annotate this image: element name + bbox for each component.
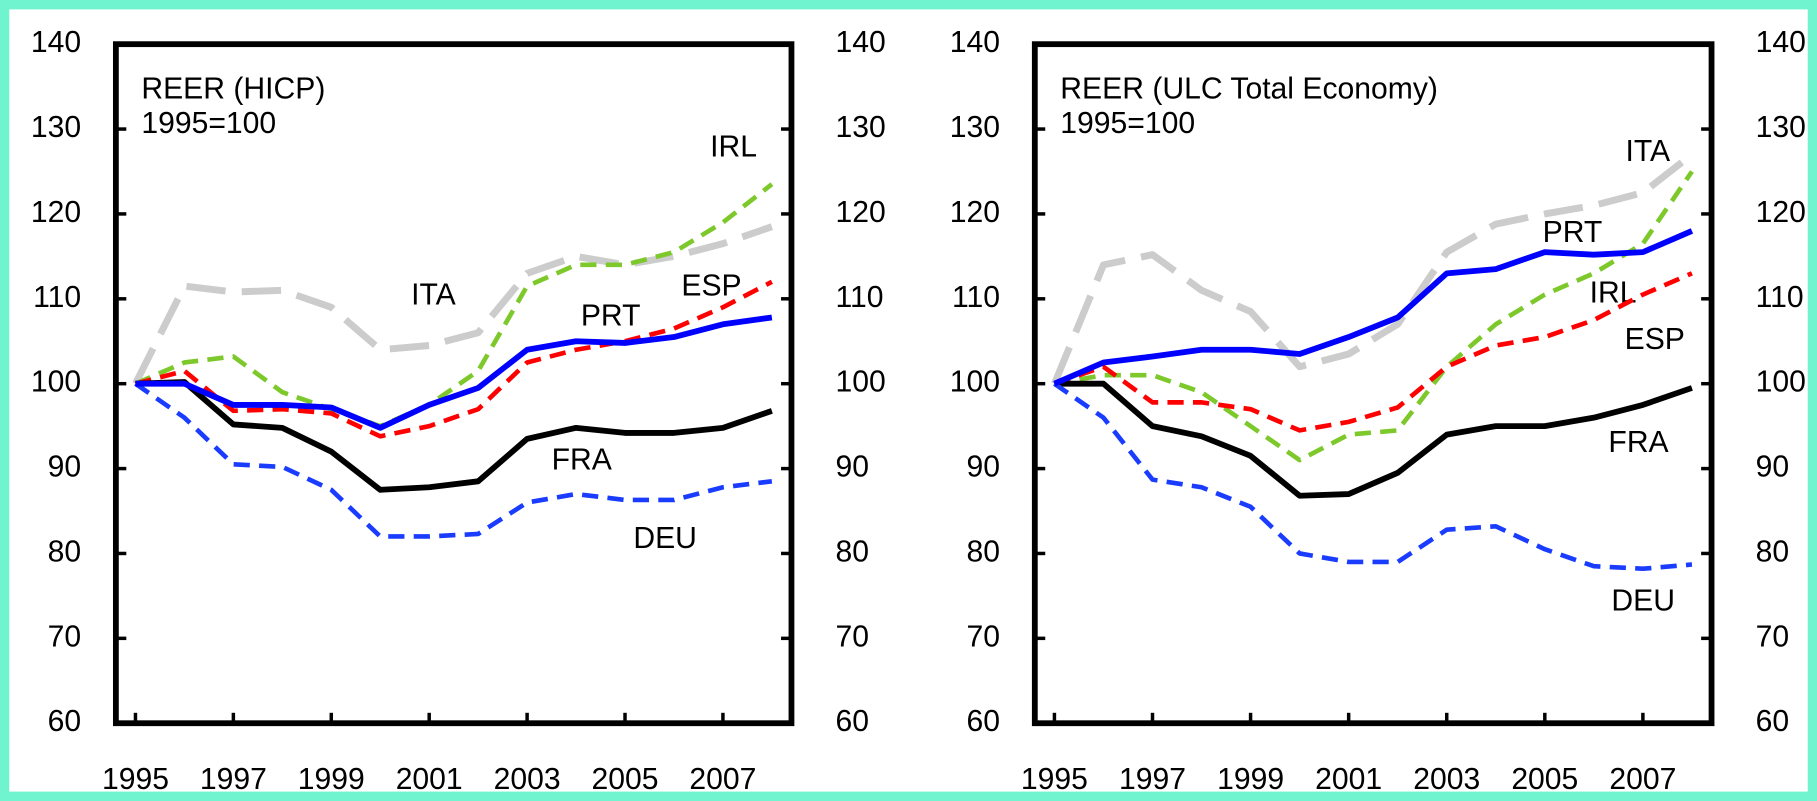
y2-tick-label: 120: [835, 196, 885, 229]
series-label: FRA: [552, 443, 613, 476]
series-line: [132, 223, 774, 386]
y-tick-label: 120: [31, 196, 81, 229]
x-tick-label: 1999: [298, 763, 365, 796]
x-tick-label: 2005: [592, 763, 659, 796]
series-label: ESP: [681, 269, 741, 302]
y2-tick-label: 100: [835, 366, 885, 399]
plot-frame: [1031, 41, 1715, 727]
x-tick-label: 1995: [1021, 763, 1088, 796]
series-line: [135, 379, 773, 493]
y-tick-label: 70: [967, 620, 1001, 653]
series-line: [1053, 271, 1693, 433]
chart-subtitle: 1995=100: [1060, 107, 1195, 140]
series-line: [1051, 151, 1695, 386]
y2-tick-label: 60: [1756, 705, 1790, 738]
y2-tick-label: 60: [835, 705, 869, 738]
plot-frame: [112, 41, 795, 727]
y-tick-label: 140: [31, 26, 81, 59]
y2-tick-label: 140: [1756, 26, 1806, 59]
series-label: ITA: [1626, 135, 1672, 168]
y2-tick-label: 120: [1756, 196, 1806, 229]
series-label: ESP: [1625, 323, 1685, 356]
y2-tick-label: 80: [835, 535, 869, 568]
x-tick-label: 2001: [1315, 763, 1382, 796]
y2-tick-label: 140: [835, 26, 885, 59]
y-tick-label: 130: [31, 111, 81, 144]
y-tick-label: 110: [33, 281, 81, 314]
y-tick-label: 100: [950, 366, 1000, 399]
chart-title: REER (HICP): [141, 72, 325, 105]
y-tick-label: 110: [952, 281, 1000, 314]
series-label: PRT: [1543, 216, 1603, 249]
chart-subtitle: 1995=100: [141, 107, 276, 140]
series-label: ITA: [411, 279, 457, 312]
series-label: IRL: [1590, 276, 1637, 309]
series-label: DEU: [1611, 585, 1675, 618]
x-tick-label: 1997: [200, 763, 267, 796]
chart-title: REER (ULC Total Economy): [1060, 72, 1438, 105]
y-tick-label: 130: [950, 111, 1000, 144]
y-tick-label: 140: [950, 26, 1000, 59]
x-tick-label: 2005: [1511, 763, 1578, 796]
series-line: [1053, 381, 1693, 572]
x-tick-label: 1995: [102, 763, 169, 796]
y2-tick-label: 90: [1756, 451, 1790, 484]
series-line: [1054, 170, 1694, 463]
y-tick-label: 120: [950, 196, 1000, 229]
y2-tick-label: 130: [835, 111, 885, 144]
x-tick-label: 2003: [1413, 763, 1480, 796]
y2-tick-label: 110: [835, 281, 883, 314]
series-label: DEU: [633, 522, 697, 555]
y2-tick-label: 130: [1756, 111, 1806, 144]
series-line: [1053, 228, 1694, 387]
background: [9, 9, 1808, 792]
y2-tick-label: 90: [835, 451, 869, 484]
x-tick-label: 2003: [494, 763, 561, 796]
y-tick-label: 80: [48, 535, 82, 568]
y2-tick-label: 110: [1756, 281, 1804, 314]
series-label: PRT: [581, 300, 641, 333]
series-line: [134, 279, 773, 439]
x-tick-label: 2001: [396, 763, 463, 796]
y2-tick-label: 100: [1756, 366, 1806, 399]
x-tick-label: 2007: [1609, 763, 1676, 796]
y-tick-label: 100: [31, 366, 81, 399]
y2-tick-label: 70: [835, 620, 869, 653]
series-label: IRL: [710, 130, 757, 163]
series-line: [135, 314, 773, 431]
x-tick-label: 2007: [689, 763, 756, 796]
y-tick-label: 70: [48, 620, 82, 653]
y-tick-label: 80: [967, 535, 1001, 568]
y-tick-label: 90: [967, 451, 1001, 484]
x-tick-label: 1999: [1217, 763, 1284, 796]
y-tick-label: 60: [967, 705, 1001, 738]
series-line: [134, 381, 773, 539]
series-line: [1054, 380, 1693, 499]
series-label: FRA: [1608, 426, 1669, 459]
y2-tick-label: 80: [1756, 535, 1790, 568]
x-tick-label: 1997: [1119, 763, 1186, 796]
y-tick-label: 60: [48, 705, 82, 738]
y-tick-label: 90: [48, 451, 82, 484]
series-line: [134, 182, 774, 429]
y2-tick-label: 70: [1756, 620, 1790, 653]
